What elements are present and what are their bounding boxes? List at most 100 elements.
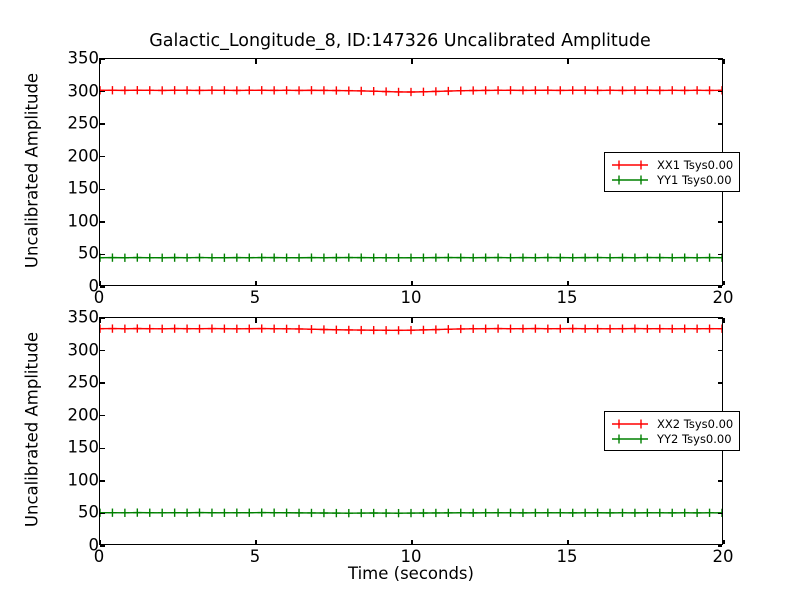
axis-tick [567,59,569,64]
legend-item: XX2 Tsys0.00 [610,416,733,431]
axis-tick [567,280,569,285]
bottom-panel-xlabel: Time (seconds) [348,564,474,583]
ytick-label: 50 [78,243,99,263]
legend-item: YY1 Tsys0.00 [610,172,733,187]
axis-tick [100,123,105,125]
ytick-label: 150 [67,178,100,198]
bottom-panel-ylabel: Uncalibrated Amplitude [22,331,42,528]
ytick-label: 0 [88,276,100,296]
xtick-label: 5 [249,547,261,566]
axis-tick [99,59,101,64]
axis-tick [255,539,257,544]
axis-tick [100,188,105,190]
ytick-label: 250 [67,372,100,392]
axis-tick [717,123,722,125]
bottom-panel-plot-area [100,318,722,544]
axis-tick [717,286,722,288]
axis-tick [100,545,105,547]
axis-tick [723,318,725,323]
ytick-label: 50 [78,502,99,522]
top-panel-ylabel: Uncalibrated Amplitude [22,72,42,269]
series-xx2 [100,324,722,335]
axis-tick [100,512,105,515]
legend-item: XX1 Tsys0.00 [610,157,733,172]
xtick-label: 15 [556,547,578,566]
ytick-label: 200 [67,405,100,425]
xtick-label: 20 [712,288,734,307]
bottom-panel-traces [100,324,722,518]
legend-item: YY2 Tsys0.00 [610,431,733,446]
bottom-panel-xtick-labels: 0 5 10 15 20 [94,547,734,569]
axis-tick [100,156,105,158]
axis-tick [723,59,725,64]
axis-tick [717,545,722,547]
axis-tick [567,318,569,323]
line-sample-icon [610,417,650,431]
xtick-label: 10 [400,547,422,566]
bottom-panel-legend[interactable]: XX2 Tsys0.00 YY2 Tsys0.00 [604,411,741,451]
axis-tick [100,90,105,93]
xtick-label: 15 [556,288,578,307]
xtick-label: 0 [93,288,105,307]
axis-tick [99,280,101,285]
ytick-label: 250 [67,113,100,133]
axis-tick [99,539,101,544]
axis-tick [255,318,257,323]
axis-tick [255,280,257,285]
axis-tick [411,280,413,285]
line-sample-icon [610,173,650,187]
axis-tick [100,349,105,352]
axis-tick [717,480,722,482]
series-yy1 [100,253,722,262]
ytick-label: 200 [67,146,100,166]
axis-tick [723,539,725,544]
axis-tick [100,253,105,256]
line-sample-icon [610,158,650,172]
axis-tick [100,415,105,417]
axis-tick [411,539,413,544]
ytick-label: 100 [67,470,100,490]
page-title: Galactic_Longitude_8, ID:147326 Uncalibr… [149,31,651,51]
axis-tick [717,221,722,223]
axis-tick [717,90,722,93]
legend-label: YY1 Tsys0.00 [657,172,732,187]
top-panel-ytick-labels: 0 50 100 150 200 250 300 350 [11,49,100,296]
axis-tick [717,382,722,384]
axis-tick [100,480,105,482]
axis-tick [100,58,105,60]
axis-tick [100,286,105,288]
axis-tick [567,539,569,544]
bottom-panel-ytick-labels: 0 50 100 150 200 250 300 350 [11,308,100,555]
axis-tick [717,253,722,256]
axis-tick [411,59,413,64]
axis-tick [717,58,722,60]
ytick-label: 350 [67,48,100,68]
axis-tick [255,59,257,64]
ytick-label: 0 [88,535,100,555]
ytick-label: 350 [67,307,100,327]
top-panel-xtick-labels: 0 5 10 15 20 [94,288,734,310]
axis-tick [99,318,101,323]
top-panel-plot-area [100,59,722,285]
xtick-label: 0 [93,547,105,566]
legend-label: XX1 Tsys0.00 [657,157,734,172]
top-panel-traces [100,86,722,262]
axis-tick [100,382,105,384]
axis-tick [723,280,725,285]
ytick-label: 300 [67,81,100,101]
series-xx1 [100,86,722,97]
axis-tick [717,349,722,352]
legend-label: YY2 Tsys0.00 [657,431,732,446]
xtick-label: 10 [400,288,422,307]
series-yy2 [100,508,722,518]
axis-tick [717,317,722,319]
line-sample-icon [610,432,650,446]
xtick-label: 5 [249,288,261,307]
ytick-label: 300 [67,340,100,360]
ytick-label: 100 [67,211,100,231]
axis-tick [717,512,722,515]
top-panel-legend[interactable]: XX1 Tsys0.00 YY1 Tsys0.00 [604,152,741,192]
xtick-label: 20 [712,547,734,566]
axis-tick [100,447,105,449]
